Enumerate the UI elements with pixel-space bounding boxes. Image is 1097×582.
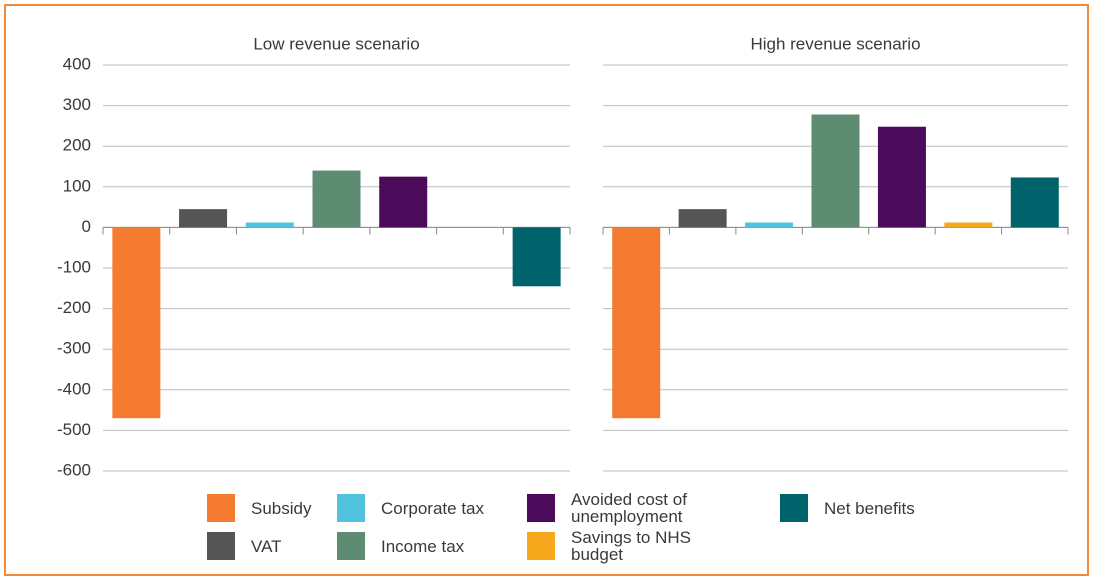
legend-label: Avoided cost of unemployment (571, 490, 687, 526)
legend-item: Net benefits (780, 492, 989, 524)
bar (944, 222, 993, 228)
legend-item: VAT (207, 530, 416, 562)
bar (179, 209, 228, 228)
y-tick-label: 400 (63, 54, 91, 73)
y-tick-label: 0 (82, 217, 91, 236)
legend-swatch (337, 532, 365, 560)
bar (745, 222, 794, 228)
bar (379, 176, 428, 228)
y-tick-label: -100 (57, 257, 91, 276)
y-tick-label: -400 (57, 379, 91, 398)
bar (312, 170, 361, 228)
y-tick-label: -500 (57, 420, 91, 439)
y-tick-label: 300 (63, 95, 91, 114)
y-tick-label: -300 (57, 339, 91, 358)
bar (811, 114, 860, 228)
y-tick-label: -200 (57, 298, 91, 317)
legend-label: Income tax (381, 536, 465, 556)
legend-label: Savings to NHS budget (571, 528, 691, 564)
y-tick-label: -600 (57, 460, 91, 479)
legend-item: Subsidy (207, 492, 416, 524)
legend-label: Net benefits (824, 498, 915, 518)
legend-label: Subsidy (251, 498, 312, 518)
legend-item: Savings to NHS budget (527, 528, 736, 564)
legend-item: Corporate tax (337, 492, 546, 524)
bar (112, 227, 161, 419)
chart-frame (4, 4, 1089, 576)
legend-swatch (207, 494, 235, 522)
y-tick-label: 100 (63, 176, 91, 195)
legend-swatch (337, 494, 365, 522)
legend-swatch (527, 532, 555, 560)
panel-title: High revenue scenario (750, 34, 920, 53)
legend-label: Corporate tax (381, 498, 484, 518)
legend-item: Avoided cost of unemployment (527, 490, 736, 526)
y-tick-label: 200 (63, 136, 91, 155)
bar (512, 227, 561, 287)
bar (612, 227, 661, 419)
legend-item: Income tax (337, 530, 546, 562)
panel-title: Low revenue scenario (253, 34, 419, 53)
bar (678, 209, 727, 228)
legend-swatch (207, 532, 235, 560)
bar (1010, 177, 1059, 228)
legend-swatch (780, 494, 808, 522)
legend-swatch (527, 494, 555, 522)
legend-label: VAT (251, 536, 282, 556)
bar (877, 126, 926, 228)
bar (245, 222, 294, 228)
